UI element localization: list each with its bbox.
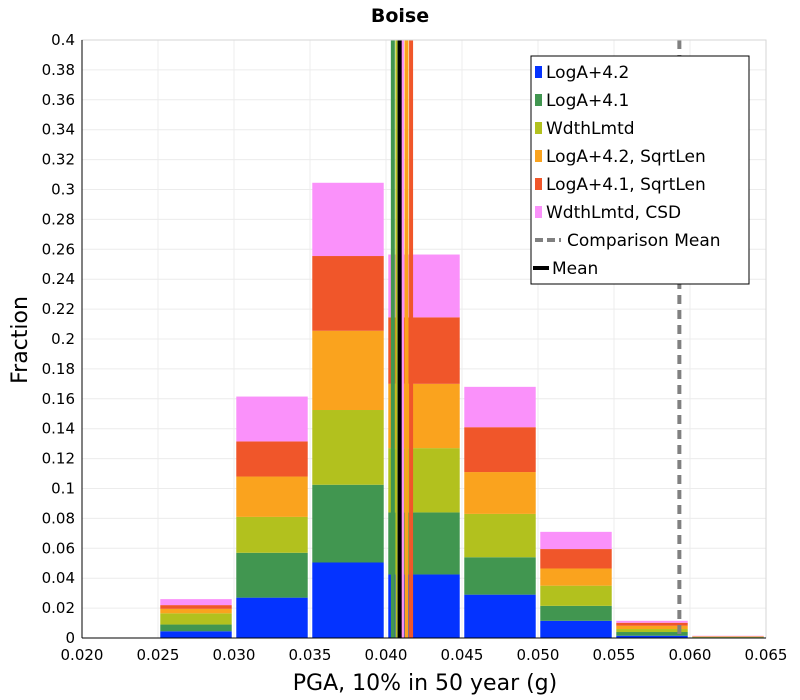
bar-segment — [160, 613, 232, 625]
mean-lines — [390, 40, 682, 638]
legend-label: Mean — [552, 259, 598, 279]
y-tick-label: 0.12 — [42, 450, 75, 468]
bar-segment — [616, 625, 688, 630]
bar-segment — [236, 476, 308, 517]
y-tick-label: 0 — [65, 629, 75, 647]
y-tick-labels: 0 0.02 0.04 0.06 0.08 0.1 0.12 0.14 0.16 0.18 0.2 0… — [42, 31, 75, 647]
bar-segment — [160, 608, 232, 614]
bar-segment — [464, 557, 536, 595]
bar-segment — [464, 513, 536, 558]
x-tick-label: 0.040 — [365, 646, 408, 664]
y-tick-label: 0.2 — [51, 330, 75, 348]
legend-item: LogA+4.1, SqrtLen — [535, 175, 706, 195]
legend-item: Comparison Mean — [535, 231, 721, 251]
bar-segment — [160, 624, 232, 632]
bar-segment — [616, 622, 688, 626]
bar-segment — [312, 256, 384, 331]
y-tick-label: 0.14 — [42, 420, 75, 438]
y-tick-label: 0.06 — [42, 539, 75, 557]
bar-segment — [464, 427, 536, 473]
legend-label: WdthLmtd — [546, 119, 635, 139]
bar-segment — [616, 632, 688, 636]
legend-swatch — [535, 122, 542, 134]
legend-swatch — [535, 206, 542, 218]
y-tick-label: 0.16 — [42, 390, 75, 408]
bar-segment — [312, 330, 384, 411]
y-tick-label: 0.36 — [42, 91, 75, 109]
bar-segment — [540, 585, 612, 606]
y-axis-label: Fraction — [8, 296, 33, 384]
bar-segment — [616, 635, 688, 638]
x-tick-label: 0.060 — [669, 646, 712, 664]
bar-segment — [236, 441, 308, 477]
legend-box — [530, 55, 750, 285]
y-tick-label: 0.28 — [42, 210, 75, 228]
y-tick-label: 0.1 — [51, 480, 75, 498]
bar-segment — [540, 531, 612, 550]
legend: LogA+4.2 LogA+4.1 WdthLmtd LogA+4.2, SqrtLe… — [530, 55, 750, 285]
bar-segment — [540, 568, 612, 586]
bar-segment — [540, 605, 612, 621]
x-axis-label: PGA, 10% in 50 year (g) — [293, 671, 557, 696]
legend-label: LogA+4.2, SqrtLen — [546, 147, 706, 167]
x-tick-labels: 0.020 0.025 0.030 0.035 0.040 0.045 0.050 0.055… — [61, 646, 788, 664]
chart-title: Boise — [371, 5, 429, 27]
bar-segment — [540, 620, 612, 638]
bar-segment — [160, 599, 232, 606]
legend-label: LogA+4.2 — [546, 63, 629, 83]
bar-segment — [312, 484, 384, 563]
legend-swatch — [535, 150, 542, 162]
bar-segment — [236, 396, 308, 442]
bar-segment — [540, 549, 612, 569]
x-tick-label: 0.055 — [593, 646, 636, 664]
bar-segment — [312, 562, 384, 638]
legend-item: Mean — [533, 259, 598, 279]
y-tick-label: 0.38 — [42, 61, 75, 79]
x-tick-label: 0.065 — [745, 646, 788, 664]
y-tick-label: 0.22 — [42, 300, 75, 318]
legend-item: WdthLmtd, CSD — [535, 203, 681, 223]
y-tick-label: 0.18 — [42, 360, 75, 378]
legend-item: LogA+4.1 — [535, 91, 629, 111]
y-tick-label: 0.4 — [51, 31, 75, 49]
legend-swatch — [535, 66, 542, 78]
y-tick-label: 0.26 — [42, 240, 75, 258]
y-tick-label: 0.34 — [42, 121, 75, 139]
y-tick-label: 0.3 — [51, 181, 75, 199]
legend-swatch — [535, 94, 542, 106]
x-tick-label: 0.035 — [289, 646, 332, 664]
y-tick-label: 0.04 — [42, 569, 75, 587]
bar-segment — [464, 386, 536, 428]
bar-segment — [464, 472, 536, 514]
bar-segment — [236, 552, 308, 598]
bar-segment — [464, 594, 536, 638]
x-tick-label: 0.025 — [137, 646, 180, 664]
legend-item: LogA+4.2, SqrtLen — [535, 147, 706, 167]
legend-label: LogA+4.1, SqrtLen — [546, 175, 706, 195]
bar-segment — [616, 629, 688, 633]
x-tick-label: 0.030 — [213, 646, 256, 664]
axes — [81, 40, 766, 639]
bar-segment — [160, 631, 232, 638]
bar-segment — [312, 182, 384, 257]
y-tick-label: 0.24 — [42, 270, 75, 288]
legend-item: WdthLmtd — [535, 119, 635, 139]
legend-label: LogA+4.1 — [546, 91, 629, 111]
x-tick-label: 0.045 — [441, 646, 484, 664]
bar-segment — [160, 605, 232, 609]
y-tick-label: 0.32 — [42, 151, 75, 169]
x-tick-label: 0.020 — [61, 646, 104, 664]
bar-segment — [236, 597, 308, 638]
legend-label: Comparison Mean — [567, 231, 721, 251]
legend-label: WdthLmtd, CSD — [546, 203, 681, 223]
bar-segment — [616, 620, 688, 623]
y-tick-label: 0.08 — [42, 509, 75, 527]
legend-swatch — [535, 178, 542, 190]
bar-segment — [312, 410, 384, 485]
legend-item: LogA+4.2 — [535, 63, 629, 83]
y-tick-label: 0.02 — [42, 599, 75, 617]
x-tick-label: 0.050 — [517, 646, 560, 664]
bar-segment — [236, 516, 308, 553]
